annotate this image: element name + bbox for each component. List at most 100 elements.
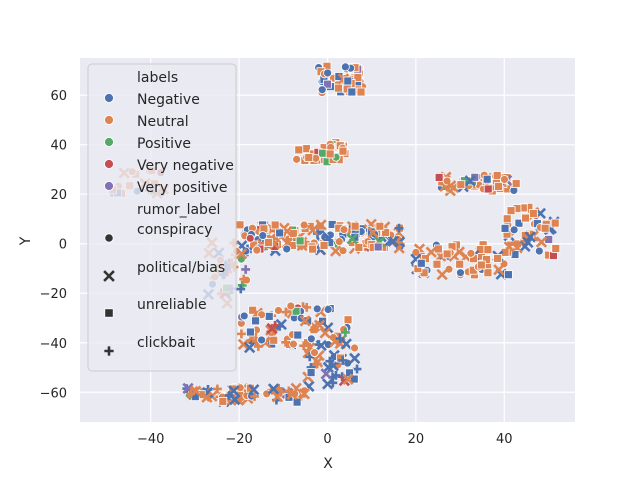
data-point [353,73,363,82]
data-point [292,397,302,407]
data-point [343,76,353,86]
data-point [286,301,296,311]
data-point [534,246,544,256]
data-point [482,255,491,264]
legend-hue-marker [104,159,114,169]
data-point [257,335,266,345]
data-point [483,268,493,278]
data-point [329,245,342,257]
data-point [455,259,465,269]
axis-ticks: −40 −20 0 20 40 −60 −40 −20 0 20 40 60 [40,89,513,447]
data-point [312,359,322,369]
data-point [528,209,538,218]
data-point [312,304,322,314]
y-tick-label: −60 [40,386,67,401]
data-point [514,218,524,228]
data-point [267,383,280,395]
legend-style-label: political/bias [137,260,225,276]
data-point [500,175,509,184]
data-point [503,241,515,253]
data-point [535,236,548,248]
data-point [281,337,291,347]
legend-style-marker [103,270,115,282]
data-point [252,245,262,255]
data-point [322,378,334,390]
legend-hue-marker [104,181,114,191]
data-point [282,244,292,254]
data-point [325,149,335,159]
data-point [186,389,196,399]
data-point [349,352,361,365]
y-tick-label: 40 [50,139,67,154]
data-point [304,153,314,162]
x-tick-label: 20 [408,432,425,447]
y-tick-label: 0 [59,238,67,253]
data-point [381,228,390,237]
data-point [511,179,521,188]
data-point [416,258,426,268]
data-point [319,241,329,250]
legend-hue-label: Very positive [137,180,228,196]
data-point [308,244,318,254]
data-point [289,339,298,349]
y-tick-label: −40 [40,337,67,352]
legend-hue-marker [104,137,114,147]
data-point [319,327,331,339]
legend-style-label: conspiracy [137,222,213,238]
data-point [482,174,492,184]
legend-style-title: rumor_label [137,202,220,218]
data-point [425,246,437,258]
data-point [323,305,333,314]
data-point [292,154,302,164]
legend-frame [87,63,237,372]
data-point [521,213,530,223]
data-point [274,306,283,315]
data-point [375,221,385,231]
data-point [387,235,399,247]
data-point [201,391,213,403]
data-point [291,306,301,316]
legend-hue-marker [104,93,114,103]
data-point [349,374,359,384]
legend-hue-label: Negative [137,92,200,108]
data-point [493,264,505,276]
data-point [347,87,357,97]
legend-style-label: clickbait [137,335,196,351]
data-point [310,348,319,358]
data-point [317,85,327,95]
data-point [432,259,442,269]
data-point [338,246,348,256]
data-point [299,315,311,327]
data-point [228,385,240,397]
data-point [323,68,333,78]
data-point [509,225,519,235]
data-point [341,62,350,72]
data-point [302,302,312,312]
data-point [245,233,255,243]
data-point [318,148,328,158]
x-axis-label: X [323,456,333,472]
data-point [504,270,513,280]
data-point [411,247,421,257]
data-point [286,388,298,401]
data-point [239,311,249,321]
data-point [271,391,284,403]
data-point [251,316,260,326]
data-point [352,364,362,374]
data-point [464,175,476,187]
data-point [350,343,359,353]
data-point [237,329,246,339]
data-point [340,338,352,350]
data-point [453,246,465,258]
data-point [298,388,310,400]
data-point [248,383,260,396]
data-point [493,253,502,263]
data-point [434,173,444,182]
data-point [524,231,536,243]
data-point [335,334,345,343]
data-point [264,311,274,321]
data-point [315,339,327,352]
y-axis-label: Y [18,236,34,246]
data-point [550,218,560,228]
x-tick-label: −40 [137,432,164,447]
